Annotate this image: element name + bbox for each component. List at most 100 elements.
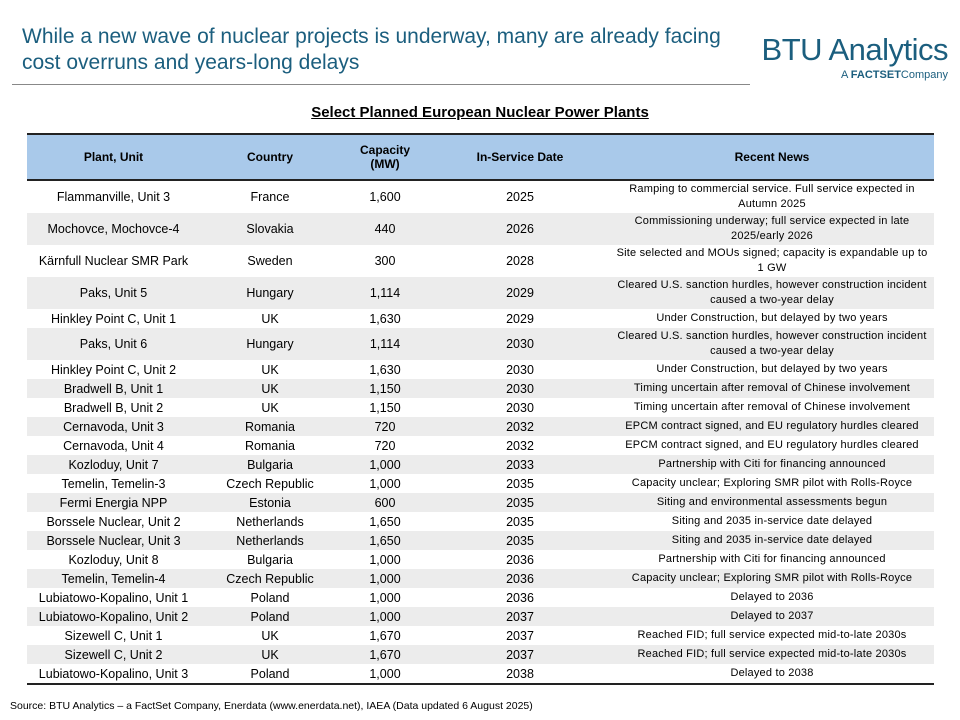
table-cell: Timing uncertain after removal of Chines… <box>610 379 934 398</box>
table-cell: 300 <box>374 254 396 268</box>
table-row: Lubiatowo-Kopalino, Unit 2 Poland 1,000 203… <box>27 607 934 626</box>
table-row: Borssele Nuclear, Unit 2 Netherlands 1,650… <box>27 512 934 531</box>
table: Plant, Unit Country Capacity (MW) In-Servic… <box>27 133 934 685</box>
table-cell: 1,000 <box>340 569 430 588</box>
table-cell: UK <box>200 645 340 664</box>
table-cell: Partnership with Citi for financing anno… <box>610 455 934 474</box>
table-cell: Czech Republic <box>200 569 340 588</box>
table-cell: Paks, Unit 6 <box>27 328 200 360</box>
table-row: Hinkley Point C, Unit 2 UK 1,630 2030 Under … <box>27 360 934 379</box>
table-cell: Romania <box>244 438 296 453</box>
table-row: Flammanville, Unit 3 France 1,600 2025 Rampi… <box>27 180 934 213</box>
table-cell: 2032 <box>430 417 610 436</box>
table-cell: 2036 <box>506 590 534 605</box>
table-cell: 1,670 <box>369 628 401 643</box>
table-cell: 2038 <box>430 664 610 685</box>
table-cell: Delayed to 2038 <box>610 664 934 685</box>
table-cell: Kärnfull Nuclear SMR Park <box>38 254 189 268</box>
table-cell: EPCM contract signed, and EU regulatory … <box>610 417 934 436</box>
table-cell: Bradwell B, Unit 1 <box>27 379 200 398</box>
table-cell: 2030 <box>430 328 610 360</box>
table-cell: Temelin, Temelin-3 <box>61 476 166 491</box>
table-cell: Hungary <box>200 328 340 360</box>
title: While a new wave of nuclear projects is … <box>22 25 721 74</box>
table-cell: Lubiatowo-Kopalino, Unit 3 <box>27 664 200 685</box>
title-rule <box>12 84 750 85</box>
table-cell: 1,000 <box>369 476 401 491</box>
table-cell: Estonia <box>200 493 340 512</box>
table-title: Select Planned European Nuclear Power Pl… <box>311 104 649 121</box>
table-row: Sizewell C, Unit 2 UK 1,670 2037 Reached FID… <box>27 645 934 664</box>
table-cell: Romania <box>200 417 340 436</box>
table-cell: Timing uncertain after removal of Chines… <box>633 401 911 413</box>
table-row: Lubiatowo-Kopalino, Unit 1 Poland 1,000 203… <box>27 588 934 607</box>
table-row: Hinkley Point C, Unit 1 UK 1,630 2029 Under … <box>27 309 934 328</box>
column-header: Capacity (MW) <box>340 133 430 181</box>
table-cell: 720 <box>374 438 396 453</box>
table-cell: Mochovce, Mochovce-4 <box>27 213 200 245</box>
table-cell: Borssele Nuclear, Unit 3 <box>27 531 200 550</box>
table-cell: UK <box>261 400 279 415</box>
table-row: Cernavoda, Unit 4 Romania 720 2032 EPCM cont… <box>27 436 934 455</box>
tagline-suffix: Company <box>900 69 948 81</box>
table-cell: 1,000 <box>340 607 430 626</box>
table-cell: Under Construction, but delayed by two y… <box>656 363 888 375</box>
table-cell: UK <box>261 311 279 326</box>
column-header: Country <box>200 133 340 181</box>
table-cell: Hungary <box>200 277 340 309</box>
table-cell: 1,150 <box>369 400 401 415</box>
table-cell: Cernavoda, Unit 4 <box>63 438 164 453</box>
table-row: Kärnfull Nuclear SMR Park Sweden 300 2028 Si… <box>27 245 934 277</box>
table-body: Flammanville, Unit 3 France 1,600 2025 Rampi… <box>27 180 934 685</box>
table-cell: 2029 <box>506 311 534 326</box>
table-cell: 1,114 <box>340 277 430 309</box>
table-cell: Delayed to 2037 <box>610 607 934 626</box>
table-row: Temelin, Temelin-3 Czech Republic 1,000 203… <box>27 474 934 493</box>
table-row: Sizewell C, Unit 1 UK 1,670 2037 Reached FID… <box>27 626 934 645</box>
table-cell: Hinkley Point C, Unit 2 <box>50 362 177 377</box>
logo-name: BTU Analytics <box>761 32 949 67</box>
table-cell: Ramping to commercial service. Full serv… <box>629 183 915 210</box>
column-header: In-Service Date <box>430 133 610 181</box>
table-cell: 1,630 <box>369 311 401 326</box>
table-cell: 1,670 <box>340 645 430 664</box>
table-cell: Delayed to 2036 <box>730 591 814 603</box>
logo-tagline: A FACTSETCompany <box>762 69 948 81</box>
table-cell: 2028 <box>506 254 534 268</box>
table-cell: 2033 <box>430 455 610 474</box>
table-cell: Lubiatowo-Kopalino, Unit 1 <box>38 590 189 605</box>
table-cell: Sweden <box>247 254 293 268</box>
header-row: Plant, Unit Country Capacity (MW) In-Servic… <box>27 133 934 181</box>
table-row: Fermi Energia NPP Estonia 600 2035 Siting an… <box>27 493 934 512</box>
table-cell: Netherlands <box>200 531 340 550</box>
table-cell: Sizewell C, Unit 2 <box>27 645 200 664</box>
table-cell: Sizewell C, Unit 1 <box>64 628 163 643</box>
table-cell: Partnership with Citi for financing anno… <box>658 553 886 565</box>
table-cell: 2036 <box>506 552 534 567</box>
table-cell: Capacity unclear; Exploring SMR pilot wi… <box>610 569 934 588</box>
table-row: Kozloduy, Unit 7 Bulgaria 1,000 2033 Partner… <box>27 455 934 474</box>
table-row: Borssele Nuclear, Unit 3 Netherlands 1,650… <box>27 531 934 550</box>
table-cell: Poland <box>200 664 340 685</box>
table-cell: 1,650 <box>369 514 401 529</box>
table-row: Mochovce, Mochovce-4 Slovakia 440 2026 Commi… <box>27 213 934 245</box>
table-cell: Czech Republic <box>226 476 314 491</box>
table-cell: UK <box>261 362 279 377</box>
table-cell: UK <box>261 628 279 643</box>
table-cell: Under Construction, but delayed by two y… <box>656 312 888 324</box>
table-cell: Lubiatowo-Kopalino, Unit 2 <box>27 607 200 626</box>
table-cell: Site selected and MOUs signed; capacity … <box>616 247 928 274</box>
table-cell: 2030 <box>506 362 534 377</box>
table-cell: 600 <box>340 493 430 512</box>
table-cell: 1,630 <box>369 362 401 377</box>
table-row: Temelin, Temelin-4 Czech Republic 1,000 203… <box>27 569 934 588</box>
table-cell: Hinkley Point C, Unit 1 <box>50 311 177 326</box>
table-cell: Commissioning underway; full service exp… <box>610 213 934 245</box>
table-cell: 2036 <box>430 569 610 588</box>
table-cell: 2026 <box>430 213 610 245</box>
table-cell: 1,000 <box>340 664 430 685</box>
table-cell: 1,000 <box>340 455 430 474</box>
table-cell: Reached FID; full service expected mid-t… <box>637 629 907 641</box>
table-cell: Bradwell B, Unit 2 <box>63 400 164 415</box>
